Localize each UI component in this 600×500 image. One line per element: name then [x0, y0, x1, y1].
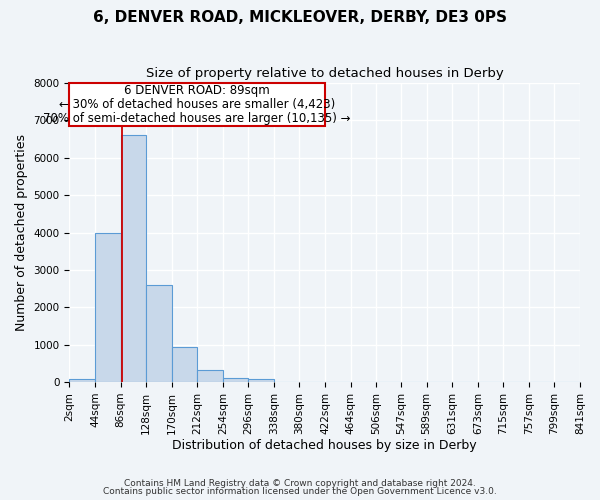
Text: Contains public sector information licensed under the Open Government Licence v3: Contains public sector information licen…: [103, 487, 497, 496]
Bar: [248, 378, 274, 382]
Text: 6 DENVER ROAD: 89sqm: 6 DENVER ROAD: 89sqm: [124, 84, 270, 98]
Bar: [70, 380, 95, 382]
Bar: [197, 370, 223, 382]
Text: ← 30% of detached houses are smaller (4,423): ← 30% of detached houses are smaller (4,…: [59, 98, 335, 111]
Bar: [223, 378, 248, 382]
Bar: [172, 346, 197, 382]
Title: Size of property relative to detached houses in Derby: Size of property relative to detached ho…: [146, 68, 503, 80]
Bar: [121, 136, 146, 382]
FancyBboxPatch shape: [70, 83, 325, 126]
Text: Contains HM Land Registry data © Crown copyright and database right 2024.: Contains HM Land Registry data © Crown c…: [124, 478, 476, 488]
Y-axis label: Number of detached properties: Number of detached properties: [15, 134, 28, 331]
Bar: [95, 232, 121, 382]
Text: 70% of semi-detached houses are larger (10,135) →: 70% of semi-detached houses are larger (…: [43, 112, 351, 125]
X-axis label: Distribution of detached houses by size in Derby: Distribution of detached houses by size …: [172, 440, 477, 452]
Text: 6, DENVER ROAD, MICKLEOVER, DERBY, DE3 0PS: 6, DENVER ROAD, MICKLEOVER, DERBY, DE3 0…: [93, 10, 507, 25]
Bar: [146, 285, 172, 382]
